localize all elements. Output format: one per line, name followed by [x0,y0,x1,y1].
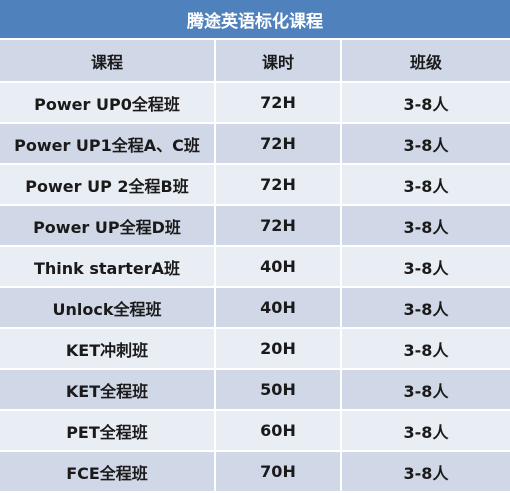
course-name-cell: Power UP 2全程B班 [0,165,216,206]
course-name-cell: Think starterA班 [0,247,216,288]
class-size-cell: 3-8人 [342,411,510,452]
header-class-size: 班级 [342,40,510,83]
class-size-cell: 3-8人 [342,83,510,124]
class-size-cell: 3-8人 [342,329,510,370]
header-course: 课程 [0,40,216,83]
hours-cell: 70H [216,452,342,493]
class-size-cell: 3-8人 [342,247,510,288]
header-hours: 课时 [216,40,342,83]
class-size-cell: 3-8人 [342,124,510,165]
class-size-cell: 3-8人 [342,206,510,247]
table-grid: 课程 课时 班级 Power UP0全程班 72H 3-8人 Power UP1… [0,40,510,493]
course-name-cell: Power UP0全程班 [0,83,216,124]
course-name-cell: FCE全程班 [0,452,216,493]
hours-cell: 72H [216,165,342,206]
course-name-cell: KET冲刺班 [0,329,216,370]
class-size-cell: 3-8人 [342,370,510,411]
hours-cell: 20H [216,329,342,370]
hours-cell: 40H [216,288,342,329]
class-size-cell: 3-8人 [342,452,510,493]
hours-cell: 50H [216,370,342,411]
hours-cell: 72H [216,206,342,247]
hours-cell: 72H [216,124,342,165]
hours-cell: 60H [216,411,342,452]
course-name-cell: KET全程班 [0,370,216,411]
class-size-cell: 3-8人 [342,165,510,206]
hours-cell: 40H [216,247,342,288]
hours-cell: 72H [216,83,342,124]
table-title: 腾途英语标化课程 [0,0,510,40]
course-name-cell: Unlock全程班 [0,288,216,329]
class-size-cell: 3-8人 [342,288,510,329]
course-name-cell: Power UP全程D班 [0,206,216,247]
course-name-cell: Power UP1全程A、C班 [0,124,216,165]
course-name-cell: PET全程班 [0,411,216,452]
